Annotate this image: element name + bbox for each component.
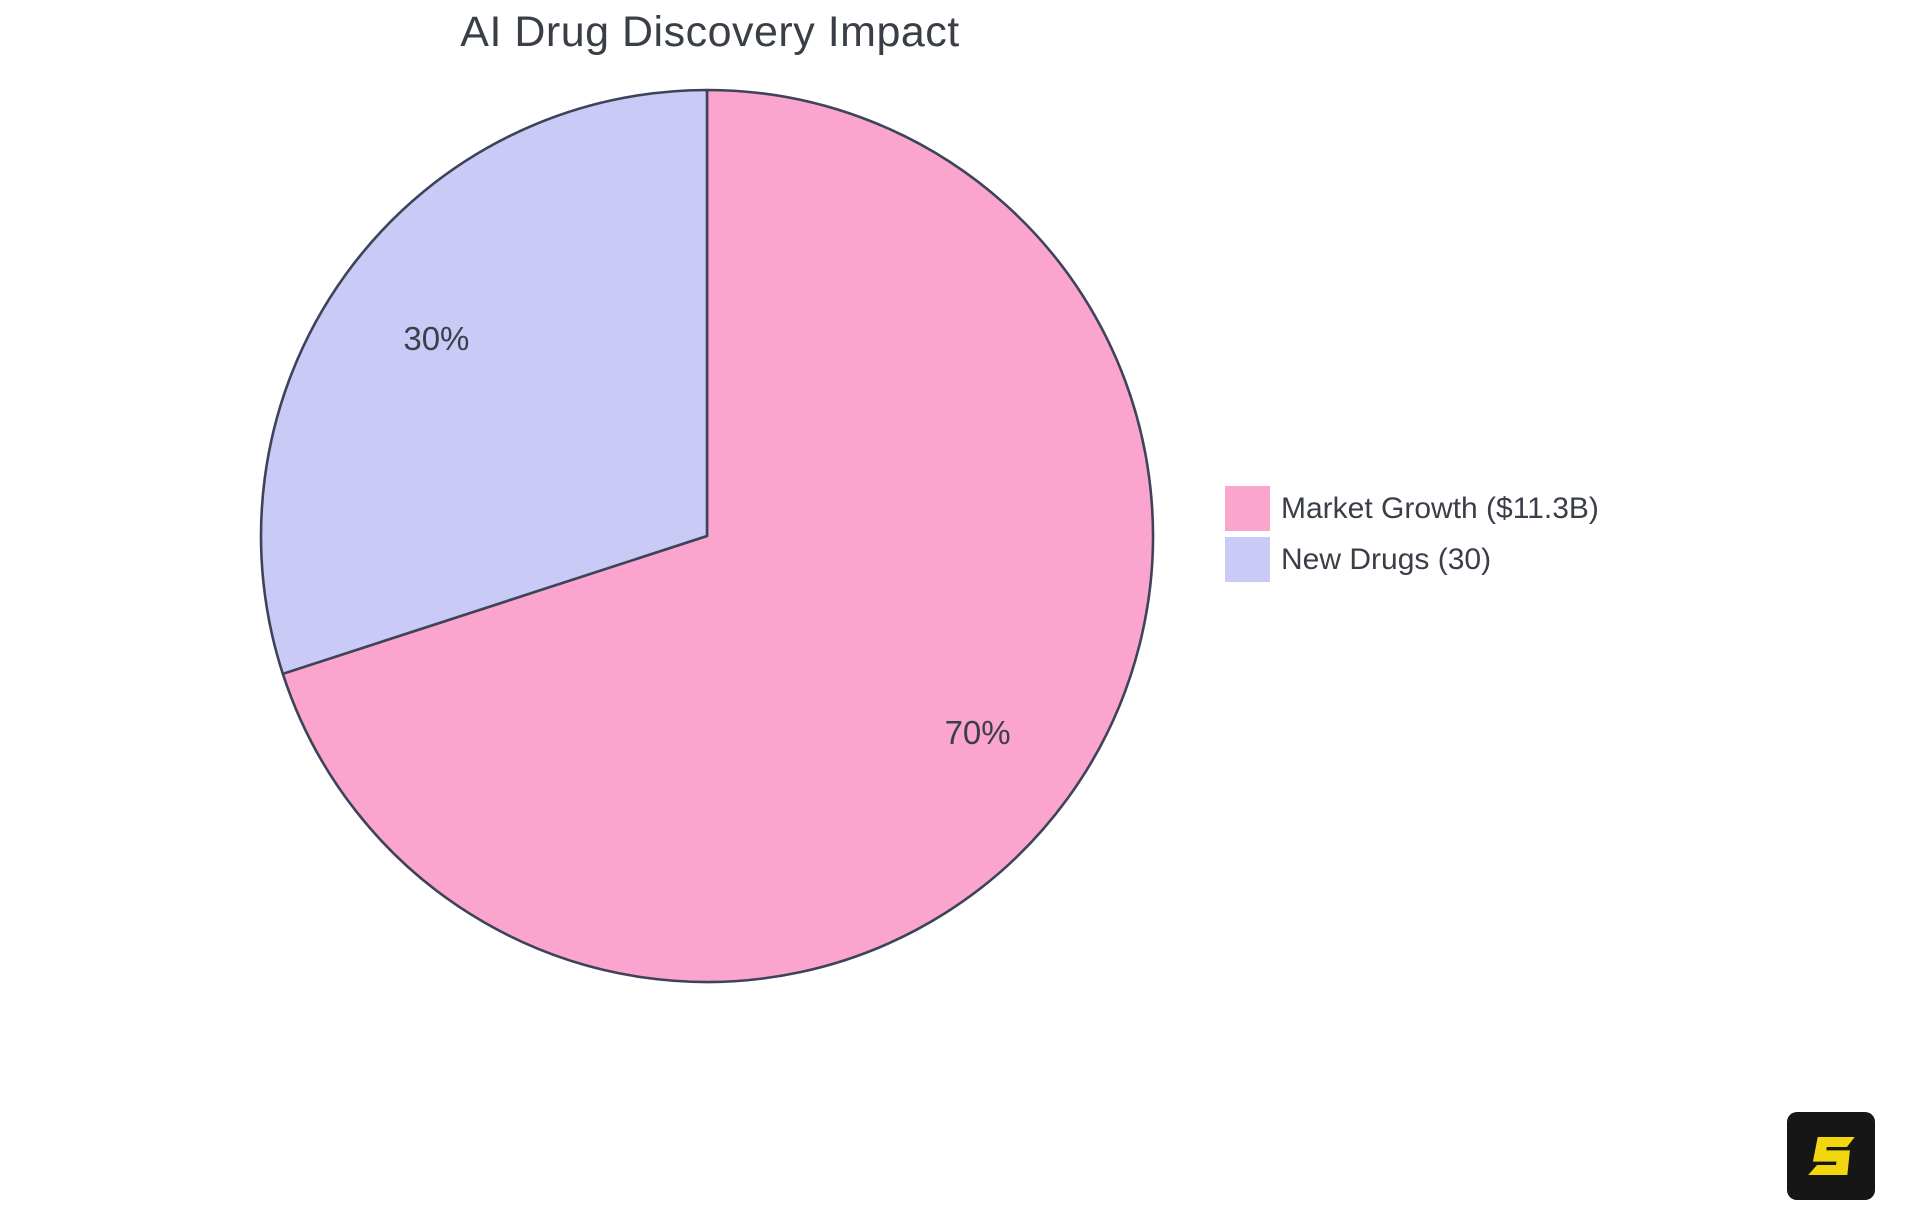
- pie-slice-1[interactable]: [259, 88, 709, 676]
- legend-swatch-0: [1225, 486, 1270, 531]
- legend-item-0[interactable]: Market Growth ($11.3B): [1225, 486, 1599, 531]
- logo-s-icon: [1808, 1136, 1855, 1176]
- legend-label-0: Market Growth ($11.3B): [1281, 491, 1599, 525]
- pie-slice-0[interactable]: [281, 88, 1155, 984]
- legend: Market Growth ($11.3B) New Drugs (30): [1225, 486, 1599, 582]
- legend-item-1[interactable]: New Drugs (30): [1225, 537, 1599, 582]
- legend-swatch-1: [1225, 537, 1270, 582]
- pie-chart: [259, 88, 1155, 984]
- chart-title: AI Drug Discovery Impact: [460, 8, 960, 56]
- brand-logo: [1787, 1112, 1875, 1200]
- legend-label-1: New Drugs (30): [1281, 542, 1492, 576]
